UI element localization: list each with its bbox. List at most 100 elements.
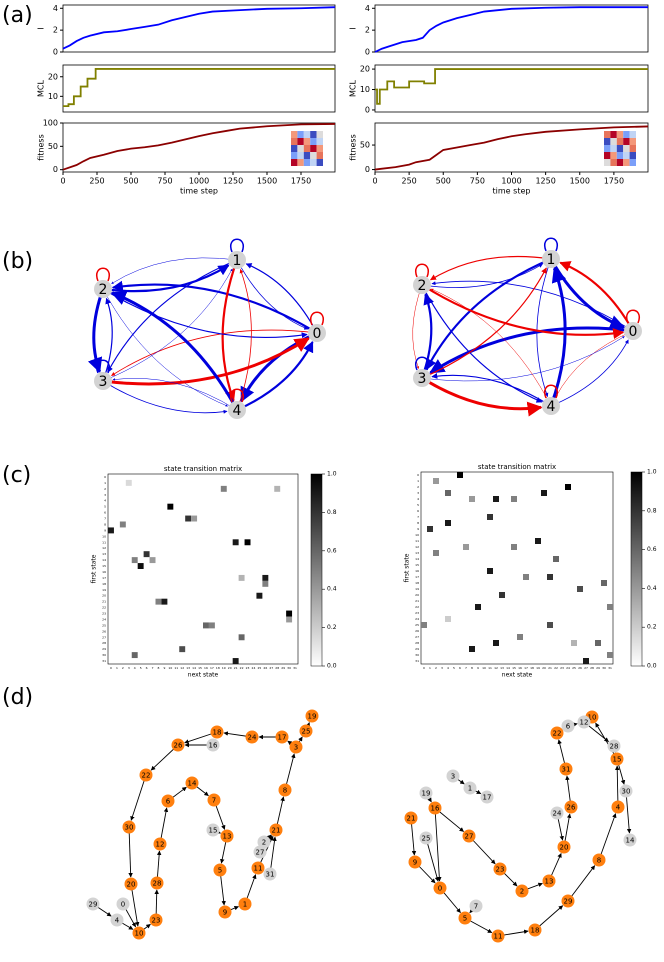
edge xyxy=(107,259,238,373)
node-label: 24 xyxy=(553,810,562,818)
heatmap-cell xyxy=(191,515,198,522)
node xyxy=(561,719,575,733)
heatmap-cell xyxy=(427,526,433,532)
line-series xyxy=(62,123,336,171)
x-tick-label: 0 xyxy=(372,177,377,186)
y-tick-label: 4 xyxy=(53,4,58,13)
x-tick-label: 13 xyxy=(500,666,504,670)
heatmap-cell xyxy=(445,616,451,622)
y-tick-label: 4 xyxy=(365,4,370,13)
edge xyxy=(614,765,620,808)
inset-cell xyxy=(291,131,298,138)
heatmap-cell xyxy=(499,592,505,598)
x-tick-label: 14 xyxy=(506,666,510,670)
y-tick-label: 2 xyxy=(104,487,106,491)
heatmap-cell xyxy=(256,592,263,599)
y-tick-label: 7 xyxy=(417,515,419,519)
x-tick-label: 11 xyxy=(174,666,178,670)
heatmap-cell xyxy=(220,485,227,492)
node-label: 10 xyxy=(135,930,144,938)
node xyxy=(245,730,259,744)
colorbar xyxy=(310,473,323,667)
node-label: 15 xyxy=(613,756,622,764)
node xyxy=(238,897,252,911)
node-label: 11 xyxy=(494,933,503,941)
edge xyxy=(111,280,318,334)
x-tick-label: 16 xyxy=(518,666,522,670)
node-label: 2 xyxy=(262,839,266,847)
node-label: 5 xyxy=(218,867,222,875)
heatmap-cell xyxy=(108,527,114,534)
y-tick-label: 15 xyxy=(102,564,106,568)
colorbar-tick-label: 0.6 xyxy=(647,546,657,553)
x-tick-label: 1500 xyxy=(257,177,277,186)
x-tick-label: 250 xyxy=(401,177,416,186)
heatmap-cell xyxy=(607,604,613,610)
self-loop xyxy=(414,356,430,371)
x-tick-label: 19 xyxy=(222,666,226,670)
x-tick-label: 4 xyxy=(447,666,449,670)
node xyxy=(413,369,431,387)
node-label: 12 xyxy=(156,841,165,849)
x-tick-label: 0 xyxy=(110,666,112,670)
heatmap-cell xyxy=(421,622,427,628)
node-label: 13 xyxy=(223,833,232,841)
heatmap-cell xyxy=(131,652,138,659)
node-label: 13 xyxy=(545,878,554,886)
x-tick-label: 18 xyxy=(216,666,220,670)
node-label: 26 xyxy=(567,804,576,812)
node-label: 7 xyxy=(474,903,478,911)
heatmap-cell xyxy=(475,604,481,610)
colorbar-tick-label: 1.0 xyxy=(327,471,337,478)
x-tick-label: 8 xyxy=(158,666,160,670)
node-label: 6 xyxy=(166,798,171,806)
heatmap-cell xyxy=(179,646,186,653)
node xyxy=(110,913,124,927)
x-tick-label: 7 xyxy=(465,666,467,670)
node-label: 9 xyxy=(223,909,227,917)
node xyxy=(253,845,267,859)
inset-cell xyxy=(629,138,636,145)
x-tick-label: 27 xyxy=(269,666,273,670)
y-tick-label: 4 xyxy=(417,497,419,501)
heatmap-cell xyxy=(493,496,499,502)
node-label: 3 xyxy=(294,744,298,752)
edge xyxy=(425,257,552,371)
node-label: 26 xyxy=(174,742,183,750)
node xyxy=(275,730,289,744)
node xyxy=(623,833,637,847)
node-label: 31 xyxy=(266,871,275,879)
y-tick-label: 27 xyxy=(102,635,106,639)
heatmap-cell xyxy=(547,574,553,580)
node-label: 14 xyxy=(626,837,635,845)
x-tick-label: 23 xyxy=(560,666,564,670)
node xyxy=(150,876,164,890)
y-tick-label: 0 xyxy=(53,48,58,57)
y-axis-label: MCL xyxy=(349,79,358,96)
inset-cell xyxy=(303,152,311,159)
heatmap-cell xyxy=(286,616,293,623)
x-tick-label: 25 xyxy=(572,666,576,670)
edge xyxy=(421,336,625,382)
node-label: 16 xyxy=(209,742,218,750)
x-tick-label: 0 xyxy=(423,666,425,670)
node xyxy=(607,739,621,753)
inset-cell xyxy=(310,159,317,166)
x-tick-label: 5 xyxy=(140,666,142,670)
inset-cell xyxy=(297,145,304,152)
node xyxy=(228,251,246,269)
node xyxy=(469,899,483,913)
y-tick-label: 29 xyxy=(102,647,106,651)
y-tick-label: 14 xyxy=(102,558,106,562)
y-tick-label: 22 xyxy=(415,605,419,609)
node-label: 3 xyxy=(99,374,108,390)
y-tick-label: 23 xyxy=(415,611,419,615)
node-label: 21 xyxy=(407,815,416,823)
y-tick-label: 26 xyxy=(102,629,106,633)
x-tick-label: 9 xyxy=(477,666,479,670)
x-tick-label: 12 xyxy=(494,666,498,670)
y-tick-label: 8 xyxy=(104,522,106,526)
node xyxy=(185,776,199,790)
node-label: 3 xyxy=(418,371,427,387)
inset-cell xyxy=(316,159,323,166)
